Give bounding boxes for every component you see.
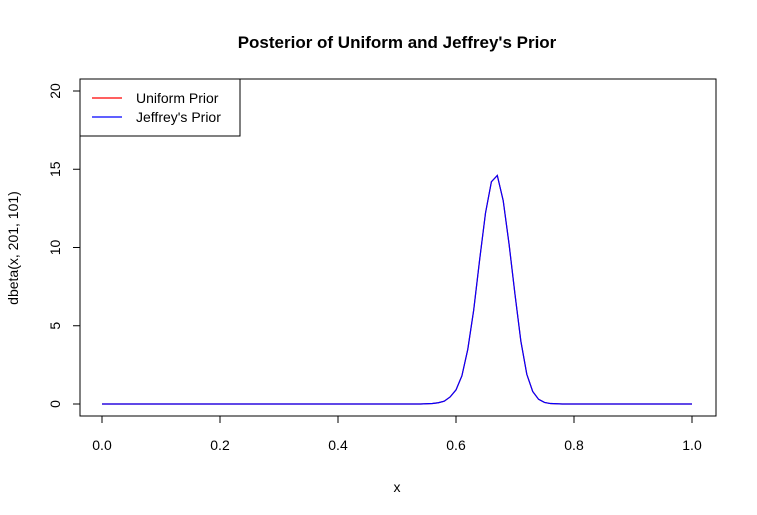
legend-box: [79, 78, 241, 137]
series-line-jeffreys-prior: [102, 174, 692, 405]
x-axis: 0.0 0.2 0.4 0.6 0.8 1.0: [92, 415, 702, 453]
x-tick-label: 0.0: [92, 437, 112, 453]
x-tick-label: 0.4: [328, 437, 348, 453]
x-axis-label: x: [394, 479, 401, 495]
legend: Uniform Prior Jeffrey's Prior: [79, 78, 241, 137]
x-tick-label: 0.2: [210, 437, 230, 453]
y-axis: 0 5 10 15 20: [47, 83, 81, 408]
legend-label: Uniform Prior: [136, 90, 219, 106]
x-tick-label: 0.6: [446, 437, 466, 453]
series-line-uniform-prior: [102, 174, 692, 405]
y-tick-label: 15: [47, 161, 63, 177]
chart-title: Posterior of Uniform and Jeffrey's Prior: [238, 33, 557, 52]
y-axis-label: dbeta(x, 201, 101): [5, 191, 21, 305]
y-tick-label: 0: [47, 400, 63, 408]
y-tick-label: 10: [47, 240, 63, 256]
y-tick-label: 5: [47, 322, 63, 330]
legend-label: Jeffrey's Prior: [136, 109, 221, 125]
x-tick-label: 1.0: [682, 437, 702, 453]
x-tick-label: 0.8: [564, 437, 584, 453]
y-tick-label: 20: [47, 83, 63, 99]
series-group: [102, 174, 692, 405]
